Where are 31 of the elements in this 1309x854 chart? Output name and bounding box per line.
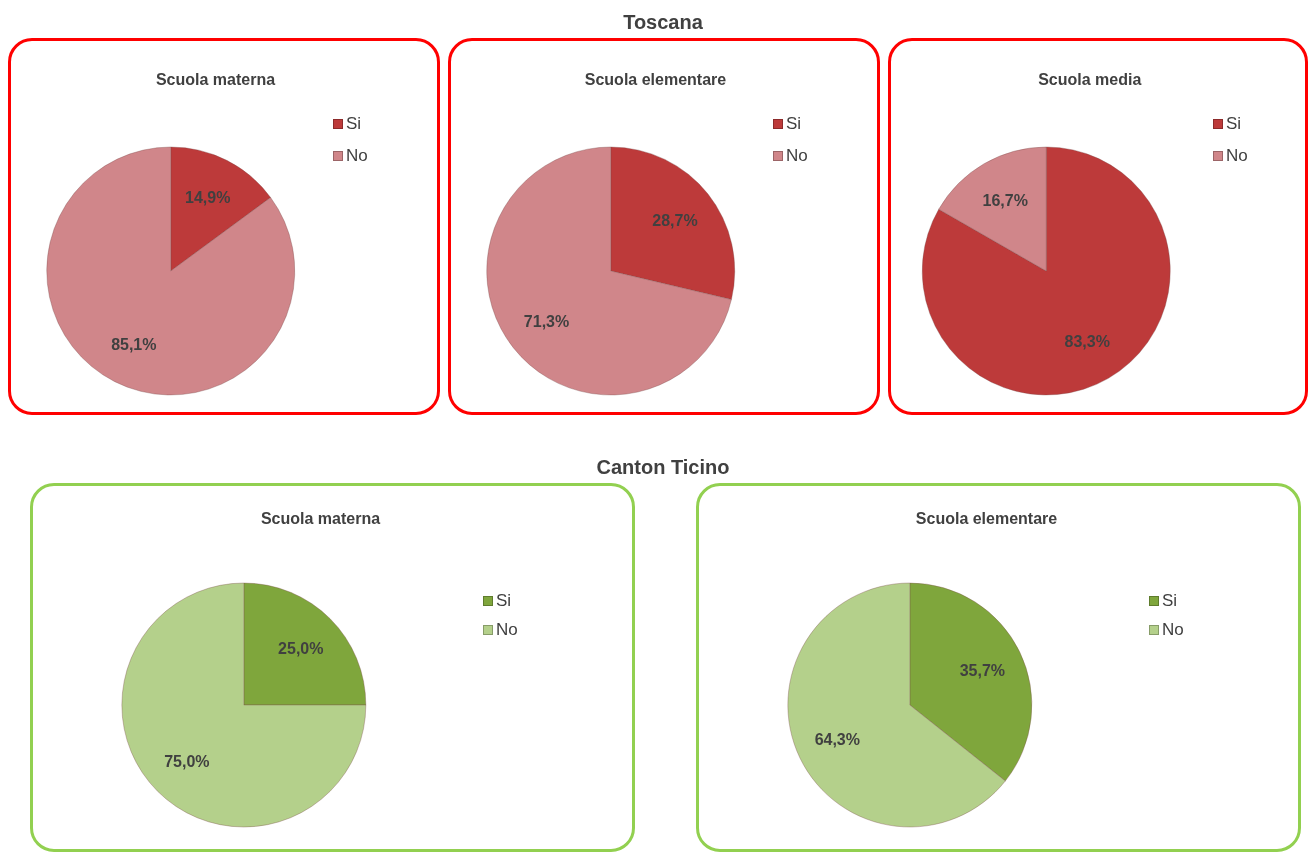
legend-label: Si xyxy=(346,114,362,134)
text: Canton Ticino xyxy=(595,456,731,479)
data-label: 83,3% xyxy=(1064,333,1110,351)
legend-label: Si xyxy=(786,114,802,134)
legend-label: No xyxy=(346,146,368,166)
pie-slice xyxy=(121,582,367,828)
data-label: 28,7% xyxy=(652,211,698,229)
chart-title: Scuola elementare xyxy=(583,71,728,89)
legend-label: No xyxy=(786,146,808,166)
data-label: 75,0% xyxy=(164,753,210,771)
data-label: 64,3% xyxy=(814,731,861,749)
pie-slice xyxy=(921,146,1171,396)
legend-label: No xyxy=(1162,619,1184,640)
data-label: 16,7% xyxy=(982,191,1028,209)
legend-label: Si xyxy=(1162,590,1178,611)
chart-title: Scuola materna xyxy=(259,510,382,528)
legend-label: No xyxy=(496,619,518,640)
data-label: 71,3% xyxy=(523,313,570,331)
pie-slice xyxy=(486,146,732,396)
data-label: 85,1% xyxy=(111,335,157,353)
chart-title: Scuola media xyxy=(1037,71,1143,89)
data-label: 14,9% xyxy=(184,189,231,207)
text: Toscana xyxy=(622,11,704,34)
data-label: 35,7% xyxy=(959,661,1006,679)
legend-label: No xyxy=(1226,146,1248,166)
legend-label: Si xyxy=(1226,114,1242,134)
pie-slice xyxy=(46,146,296,396)
chart-title: Scuola materna xyxy=(154,71,277,89)
legend-label: Si xyxy=(496,590,512,611)
chart-title: Scuola elementare xyxy=(914,510,1059,528)
data-label: 25,0% xyxy=(278,639,324,657)
